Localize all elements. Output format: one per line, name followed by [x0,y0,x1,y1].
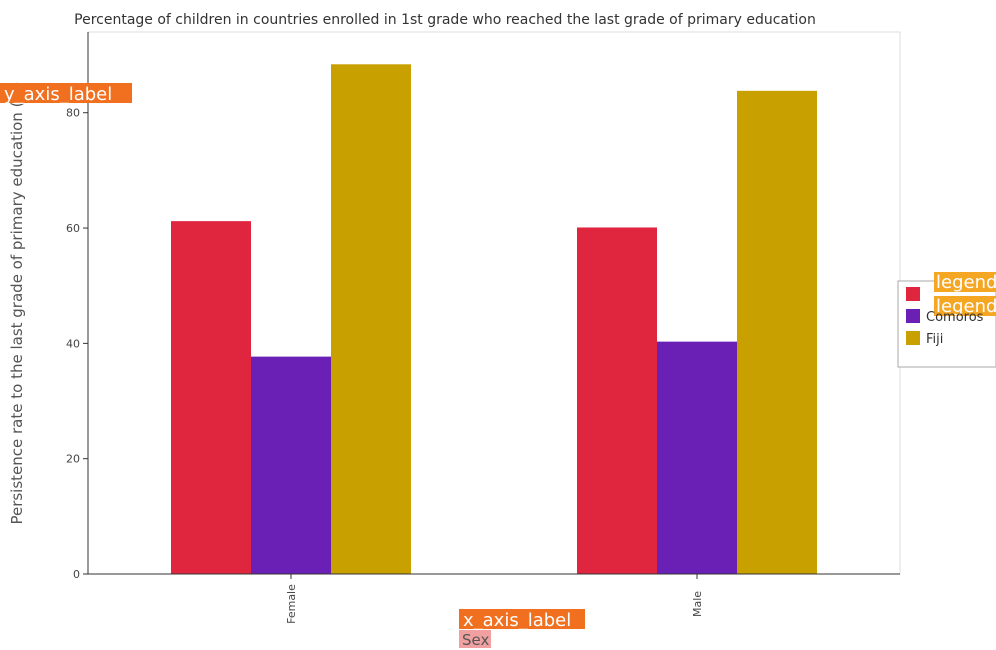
y-axis-label-tag: y_axis_label [0,83,132,105]
bar [737,90,817,574]
y-tick-label: 0 [73,568,80,581]
y-axis: 0 20 40 60 80 [66,32,89,581]
legend-label: Comoros [926,310,984,325]
y-axis-label-tag-text: y_axis_label [4,84,112,105]
legend-swatch [906,309,920,323]
legend: legend legend Comoros Fiji [897,272,996,368]
legend-swatch [906,287,920,301]
y-tick-label: 20 [66,453,80,466]
y-axis-label-tag-box [0,83,132,103]
x-axis-label-tag-box [459,609,585,629]
x-axis-label-bg [459,630,491,648]
y-tick-label: 40 [66,337,80,350]
x-tick-label: Female [285,584,298,624]
legend-tag-box-2 [934,296,996,316]
x-tick-label: Male [691,591,704,617]
x-axis-label: Sex [462,631,489,649]
bar [171,221,251,574]
bar [331,64,411,574]
legend-tag-text-1: legend [936,272,996,293]
bar [251,356,331,574]
legend-tag-box-1 [934,272,996,292]
bars-group [171,64,817,575]
legend-items: Comoros Fiji [906,287,984,347]
x-axis-label-tag-text: x_axis_label [463,610,571,631]
bar [577,227,657,575]
legend-label: Fiji [926,332,943,347]
x-axis: Female Male [88,573,900,624]
y-tick-label: 80 [66,107,80,120]
y-tick-label: 60 [66,222,80,235]
y-axis-label: Persistence rate to the last grade of pr… [8,81,26,524]
x-axis-label-tag: x_axis_label [459,609,585,631]
bar [657,341,737,574]
legend-tag-text-2: legend [936,296,996,317]
legend-swatch [906,331,920,345]
chart-title: Percentage of children in countries enro… [74,12,816,28]
